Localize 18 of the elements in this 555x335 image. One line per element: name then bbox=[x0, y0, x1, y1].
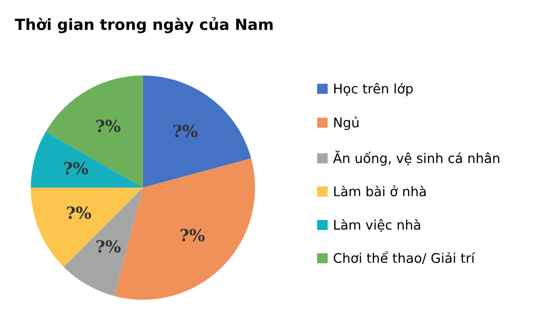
legend-label: Làm việc nhà bbox=[334, 219, 420, 232]
legend-label: Học trên lớp bbox=[334, 82, 413, 96]
pie-slice bbox=[30, 188, 143, 267]
data-label: ?% bbox=[180, 228, 205, 242]
pie-slice bbox=[64, 188, 143, 296]
data-label: ?% bbox=[96, 120, 120, 132]
data-label: ?% bbox=[173, 124, 198, 138]
legend-label: Chơi thể thao/ Giải trí bbox=[334, 251, 476, 264]
legend-label: Ăn uống, vệ sinh cá nhân bbox=[333, 150, 500, 166]
pie-slice bbox=[142, 75, 252, 188]
data-label: ?% bbox=[96, 240, 121, 253]
pie-slice bbox=[30, 132, 143, 188]
data-label: ?% bbox=[66, 206, 92, 220]
chart-title: Thời gian trong ngày của Nam bbox=[14, 17, 273, 34]
pie-slice bbox=[46, 75, 143, 188]
legend-label: Làm bài ở nhà bbox=[334, 185, 426, 196]
data-label: ?% bbox=[64, 162, 88, 175]
legend-label: Ngủ bbox=[334, 116, 358, 130]
